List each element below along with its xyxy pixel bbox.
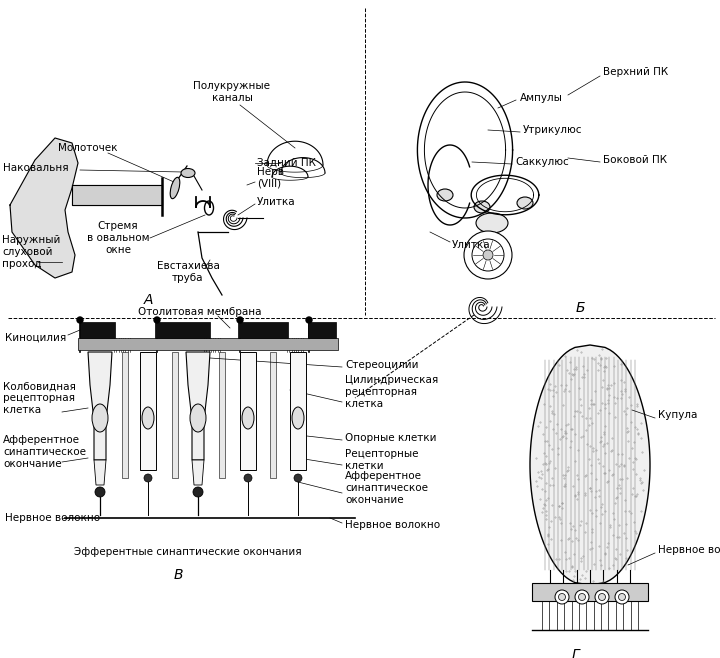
Polygon shape [94,460,106,485]
Ellipse shape [474,201,490,213]
Polygon shape [172,352,178,478]
Text: Наружный
слуховой
проход: Наружный слуховой проход [2,236,60,268]
Bar [532,583,648,601]
Polygon shape [122,352,128,478]
Ellipse shape [517,197,533,209]
Polygon shape [219,352,225,478]
Text: Эфферентные синаптические окончания: Эфферентные синаптические окончания [74,547,302,557]
Polygon shape [72,185,162,205]
Bar [238,322,288,338]
Text: Улитка: Улитка [452,240,490,250]
Bar [78,338,338,350]
Text: Отолитовая мембрана: Отолитовая мембрана [138,307,262,317]
Ellipse shape [555,590,569,604]
Polygon shape [192,460,204,485]
Ellipse shape [244,474,252,482]
Polygon shape [88,352,112,460]
Text: Цилиндрическая
рецепторная
клетка: Цилиндрическая рецепторная клетка [345,376,438,409]
Text: Афферентное
синаптическое
окончание: Афферентное синаптическое окончание [345,471,428,505]
Ellipse shape [142,407,154,429]
Text: Опорные клетки: Опорные клетки [345,433,436,443]
Ellipse shape [598,594,606,601]
Ellipse shape [575,590,589,604]
Ellipse shape [595,590,609,604]
Ellipse shape [92,404,108,432]
Circle shape [306,317,312,323]
Text: Рецепторные
клетки: Рецепторные клетки [345,449,418,471]
Text: Задний ПК: Задний ПК [257,158,316,168]
Ellipse shape [181,168,195,178]
Text: Стремя
в овальном
окне: Стремя в овальном окне [86,221,149,255]
Text: Евстахиева
труба: Евстахиева труба [156,261,220,283]
Ellipse shape [476,213,508,233]
Ellipse shape [615,590,629,604]
Ellipse shape [170,177,180,199]
Ellipse shape [292,407,304,429]
Text: Афферентное
синаптическое
окончание: Афферентное синаптическое окончание [3,436,86,468]
Ellipse shape [193,487,203,497]
Bar [80,322,115,338]
Text: В: В [174,568,183,582]
Text: А: А [143,293,153,307]
Text: Саккулюс: Саккулюс [515,157,569,167]
Circle shape [464,231,512,279]
Circle shape [154,317,160,323]
Polygon shape [240,352,256,470]
Text: Нервное волокно: Нервное волокно [5,513,100,523]
Text: Полукружные
каналы: Полукружные каналы [194,81,271,103]
Bar [308,322,336,338]
Ellipse shape [578,594,585,601]
Bar [155,322,210,338]
Text: Стереоцилии: Стереоцилии [345,360,418,370]
Polygon shape [530,345,650,585]
Polygon shape [186,352,210,460]
Text: Утрикулюс: Утрикулюс [523,125,582,135]
Circle shape [77,317,83,323]
Text: Купула: Купула [658,410,698,420]
Polygon shape [10,138,78,278]
Ellipse shape [242,407,254,429]
Ellipse shape [559,594,565,601]
Text: Нервное волокно: Нервное волокно [658,545,720,555]
Polygon shape [140,352,156,470]
Ellipse shape [437,189,453,201]
Text: Верхний ПК: Верхний ПК [603,67,668,77]
Text: Нервное волокно: Нервное волокно [345,520,440,530]
Polygon shape [270,352,276,478]
Circle shape [237,317,243,323]
Text: Колбовидная
рецепторная
клетка: Колбовидная рецепторная клетка [3,382,76,415]
Ellipse shape [294,474,302,482]
Polygon shape [290,352,306,470]
Ellipse shape [144,474,152,482]
Text: Нерв
(VIII): Нерв (VIII) [257,167,284,189]
Text: Ампулы: Ампулы [520,93,563,103]
Ellipse shape [618,594,626,601]
Text: Молоточек: Молоточек [58,143,117,153]
Text: Б: Б [575,301,585,315]
Text: Г: Г [571,648,579,658]
Text: Улитка: Улитка [257,197,296,207]
Text: Киноцилия: Киноцилия [5,333,66,343]
Ellipse shape [190,404,206,432]
Circle shape [483,250,493,260]
Text: Боковой ПК: Боковой ПК [603,155,667,165]
Ellipse shape [95,487,105,497]
Text: Наковальня: Наковальня [3,163,68,173]
